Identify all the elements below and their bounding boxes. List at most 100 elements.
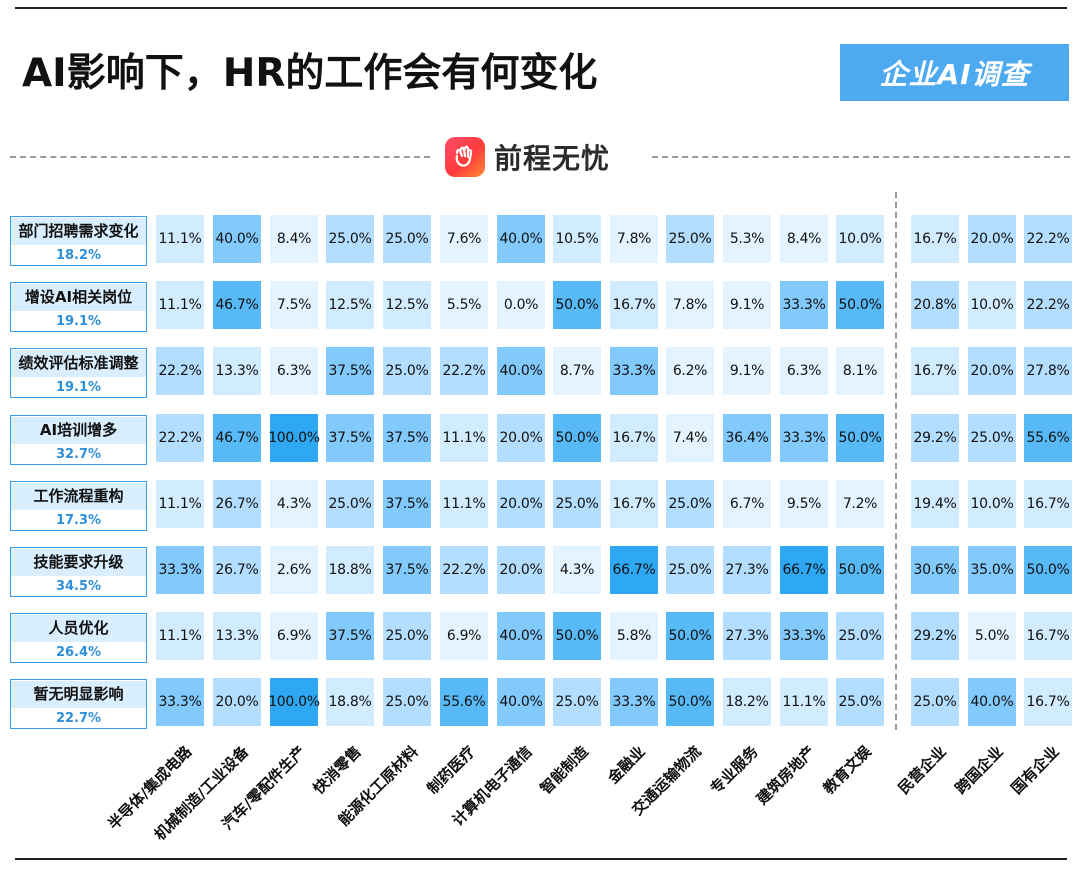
heatmap-cell: 22.2% [156, 347, 204, 396]
heatmap-cell: 33.3% [780, 413, 828, 462]
heatmap-cell: 27.8% [1024, 347, 1072, 396]
heatmap-cell: 9.1% [723, 281, 771, 330]
heatmap-cell: 16.7% [1024, 612, 1072, 661]
heatmap-cell: 30.6% [911, 546, 959, 594]
heatmap-cell: 55.6% [440, 678, 488, 727]
row-label: 部门招聘需求变化 18.2% [10, 216, 147, 266]
heatmap-cell: 4.3% [270, 479, 318, 528]
heatmap-cell: 5.5% [440, 281, 488, 330]
heatmap-cell: 33.3% [780, 281, 828, 330]
heatmap-cell: 13.3% [213, 347, 261, 396]
heatmap-cell: 40.0% [497, 347, 545, 396]
heatmap-cell: 8.4% [270, 215, 318, 263]
heatmap-cell: 37.5% [383, 413, 431, 462]
heatmap-cell: 50.0% [1024, 546, 1072, 594]
heatmap-cell: 7.5% [270, 281, 318, 330]
heatmap-cell: 7.2% [836, 479, 884, 528]
heatmap-cell: 66.7% [610, 546, 658, 594]
heatmap-cell: 20.0% [497, 479, 545, 528]
column-label: 快消零售 [309, 741, 365, 798]
column-label: 民营企业 [894, 741, 950, 798]
column-label: 国有企业 [1007, 741, 1063, 798]
bottom-rule [15, 858, 1067, 860]
heatmap-cell: 25.0% [666, 546, 714, 594]
heatmap-cell: 12.5% [383, 281, 431, 330]
heatmap-cell: 33.3% [610, 347, 658, 396]
heatmap-cell: 25.0% [666, 215, 714, 263]
row-label-overall: 26.4% [55, 645, 102, 661]
column-label: 跨国企业 [951, 741, 1007, 798]
heatmap-cell: 20.0% [497, 546, 545, 594]
heatmap-cell: 8.7% [553, 347, 601, 396]
heatmap-cell: 6.3% [270, 347, 318, 396]
heatmap-cell: 11.1% [156, 612, 204, 661]
hand-wave-icon [445, 137, 485, 177]
heatmap-cell: 40.0% [497, 678, 545, 727]
heatmap-cell: 9.1% [723, 347, 771, 396]
heatmap-cell: 29.2% [911, 413, 959, 462]
heatmap-cell: 16.7% [610, 413, 658, 462]
heatmap-cell: 18.8% [326, 546, 374, 594]
heatmap-cell: 25.0% [326, 479, 374, 528]
heatmap-cell: 16.7% [610, 479, 658, 528]
heatmap-cell: 33.3% [610, 678, 658, 727]
row-label-name: 绩效评估标准调整 [11, 350, 146, 378]
row-label-name: 人员优化 [11, 615, 146, 643]
heatmap-cell: 33.3% [156, 678, 204, 727]
heatmap-cell: 18.8% [326, 678, 374, 727]
column-label: 专业服务 [706, 741, 762, 798]
row-label: AI培训增多 32.7% [10, 414, 147, 465]
top-rule [15, 7, 1067, 9]
heatmap-cell: 11.1% [440, 479, 488, 528]
heatmap-cell: 37.5% [383, 546, 431, 594]
heatmap-cell: 5.0% [968, 612, 1016, 661]
heatmap-cell: 25.0% [383, 215, 431, 263]
heatmap-cell: 25.0% [836, 678, 884, 727]
row-label: 技能要求升级 34.5% [10, 547, 147, 597]
row-label-name: 部门招聘需求变化 [11, 218, 146, 245]
heatmap-cell: 11.1% [156, 215, 204, 263]
heatmap-cell: 25.0% [968, 413, 1016, 462]
column-label: 制药医疗 [423, 741, 479, 798]
row-label-overall: 17.3% [55, 512, 102, 528]
heatmap-cell: 40.0% [497, 612, 545, 661]
survey-badge: 企业AI调查 [840, 44, 1069, 101]
heatmap-cell: 16.7% [911, 347, 959, 396]
heatmap-cell: 25.0% [553, 678, 601, 727]
divider-left [10, 156, 430, 158]
heatmap-cell: 37.5% [326, 612, 374, 661]
brand-logo: 前程无忧 [445, 137, 610, 177]
row-label-name: AI培训增多 [11, 416, 146, 444]
heatmap-cell: 8.1% [836, 347, 884, 396]
heatmap-cell: 20.0% [968, 215, 1016, 263]
heatmap-cell: 100.0% [268, 678, 320, 727]
heatmap-cell: 27.3% [723, 546, 771, 594]
row-label-name: 技能要求升级 [11, 549, 146, 576]
heatmap-cell: 22.2% [1024, 215, 1072, 263]
heatmap-cell: 25.0% [836, 612, 884, 661]
heatmap-cell: 55.6% [1024, 413, 1072, 462]
heatmap-cell: 50.0% [836, 413, 884, 462]
row-label: 人员优化 26.4% [10, 613, 147, 664]
heatmap-cell: 40.0% [213, 215, 261, 263]
heatmap-cell: 10.0% [836, 215, 884, 263]
heatmap-cell: 25.0% [383, 678, 431, 727]
heatmap-cell: 0.0% [497, 281, 545, 330]
heatmap-cell: 5.3% [723, 215, 771, 263]
heatmap-cell: 12.5% [326, 281, 374, 330]
heatmap-cell: 27.3% [723, 612, 771, 661]
heatmap-cell: 13.3% [213, 612, 261, 661]
heatmap-cell: 50.0% [666, 678, 714, 727]
brand-name: 前程无忧 [494, 142, 611, 175]
divider-right [652, 156, 1070, 158]
heatmap-cell: 9.5% [780, 479, 828, 528]
heatmap-cell: 50.0% [553, 281, 601, 330]
row-label-overall: 34.5% [55, 579, 102, 594]
heatmap-cell: 26.7% [213, 479, 261, 528]
heatmap-cell: 10.5% [553, 215, 601, 263]
heatmap-cell: 25.0% [326, 215, 374, 263]
heatmap-cell: 25.0% [383, 347, 431, 396]
row-label-overall: 19.1% [55, 314, 102, 330]
heatmap-cell: 8.4% [780, 215, 828, 263]
